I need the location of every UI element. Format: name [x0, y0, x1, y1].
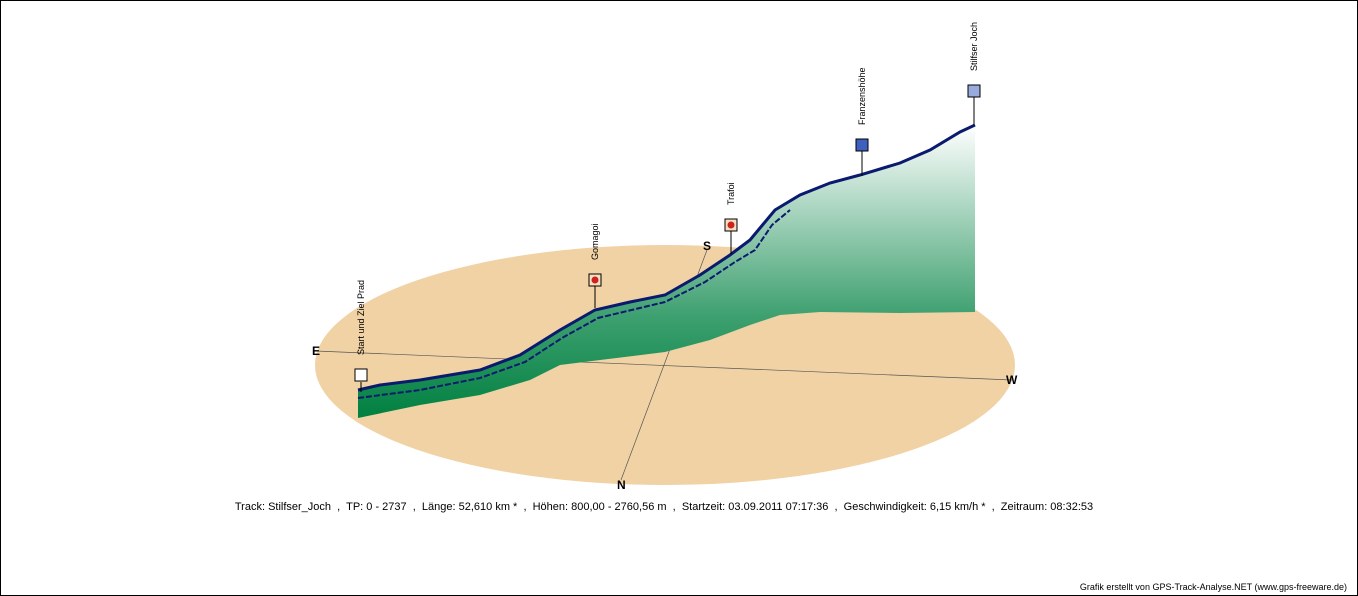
compass-west: W: [1006, 373, 1018, 387]
compass-north: N: [617, 478, 626, 492]
waypoint-label: Gomagoi: [590, 223, 600, 260]
credit: Grafik erstellt von GPS-Track-Analyse.NE…: [1080, 582, 1347, 592]
elevation-curtain: [358, 125, 975, 418]
waypoint-label: Franzenshöhe: [857, 67, 867, 125]
compass-south: S: [703, 239, 711, 253]
track-line-return: [357, 209, 791, 399]
waypoint-label: Stilfser Joch: [969, 22, 979, 71]
waypoint-label: Trafoi: [726, 182, 736, 205]
waypoint-label: Start und Ziel Prad: [356, 280, 366, 355]
track-line: [357, 123, 976, 392]
track-info: Track: Stilfser_Joch , TP: 0 - 2737 , Lä…: [235, 501, 1093, 513]
waypoint-markers: [354, 84, 981, 392]
compass-east: E: [312, 344, 320, 358]
